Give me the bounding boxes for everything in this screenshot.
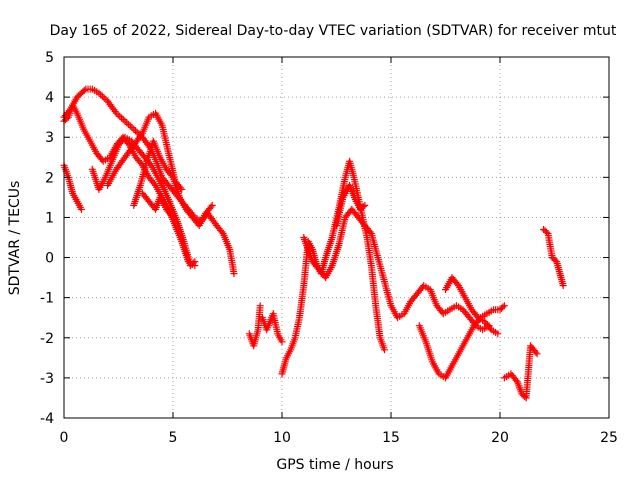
y-tick-label: 0 (45, 251, 54, 267)
data-point-marker (189, 259, 197, 267)
plot-frame (63, 56, 610, 419)
data-point-marker (95, 89, 103, 97)
data-point-marker (100, 94, 108, 102)
y-tick-label: 3 (45, 130, 54, 146)
x-tick-label: 15 (382, 430, 400, 446)
y-tick-label: -1 (40, 291, 54, 307)
data-point-marker (361, 201, 369, 209)
data-point-marker (125, 120, 132, 128)
x-tick-label: 0 (60, 430, 69, 446)
data-point-marker (114, 111, 122, 119)
data-point-marker (118, 114, 126, 122)
data-point-marker (128, 124, 136, 132)
data-point-marker (533, 350, 541, 358)
data-point-marker (500, 302, 508, 310)
chart-title: Day 165 of 2022, Sidereal Day-to-day VTE… (50, 23, 617, 39)
data-point-marker (150, 180, 158, 188)
data-points (60, 85, 567, 402)
y-tick-label: 1 (45, 210, 54, 226)
x-tick-label: 5 (169, 430, 178, 446)
x-axis-label: GPS time / hours (276, 457, 393, 473)
y-tick-label: -4 (40, 411, 54, 427)
x-tick-label: 25 (600, 430, 618, 446)
data-point-marker (130, 125, 138, 133)
data-point-marker (532, 348, 540, 356)
data-point-marker (381, 346, 388, 354)
data-point-marker (169, 213, 177, 221)
data-point-marker (366, 228, 374, 236)
data-point-marker (132, 127, 139, 135)
data-point-marker (512, 376, 520, 384)
axis-ticks: 0 5 10 15 20 25 -4 -3 -2 -1 0 1 2 3 4 5 (40, 50, 618, 446)
data-point-marker (208, 201, 216, 209)
y-tick-label: 5 (45, 50, 54, 66)
data-point-marker (494, 330, 502, 338)
data-point-marker (98, 92, 106, 100)
data-point-marker (230, 270, 238, 278)
y-tick-label: 4 (45, 90, 54, 106)
data-point-marker (168, 172, 176, 180)
data-point-marker (218, 228, 226, 236)
data-point-marker (453, 280, 461, 288)
data-point-marker (278, 338, 286, 346)
data-point-marker (207, 203, 215, 211)
x-tick-label: 10 (273, 430, 291, 446)
data-point-marker (137, 131, 145, 139)
data-point-marker (168, 212, 176, 220)
data-point-marker (359, 203, 367, 211)
data-point-marker (119, 116, 127, 124)
data-point-marker (499, 303, 507, 311)
y-axis-label: SDTVAR / TECUs (7, 181, 23, 296)
data-point-marker (126, 122, 134, 130)
data-point-marker (121, 117, 129, 125)
data-point-marker (473, 312, 481, 320)
grid-lines (64, 57, 609, 418)
data-point-marker (123, 119, 131, 127)
y-tick-label: -2 (40, 331, 54, 347)
data-point-marker (80, 86, 88, 94)
data-point-marker (77, 205, 85, 213)
data-point-marker (256, 302, 264, 310)
y-tick-label: 2 (45, 170, 54, 186)
data-point-marker (191, 258, 199, 266)
y-tick-label: -3 (40, 371, 54, 387)
data-point-marker (559, 282, 567, 290)
data-point-marker (116, 112, 124, 120)
x-tick-label: 20 (491, 430, 509, 446)
